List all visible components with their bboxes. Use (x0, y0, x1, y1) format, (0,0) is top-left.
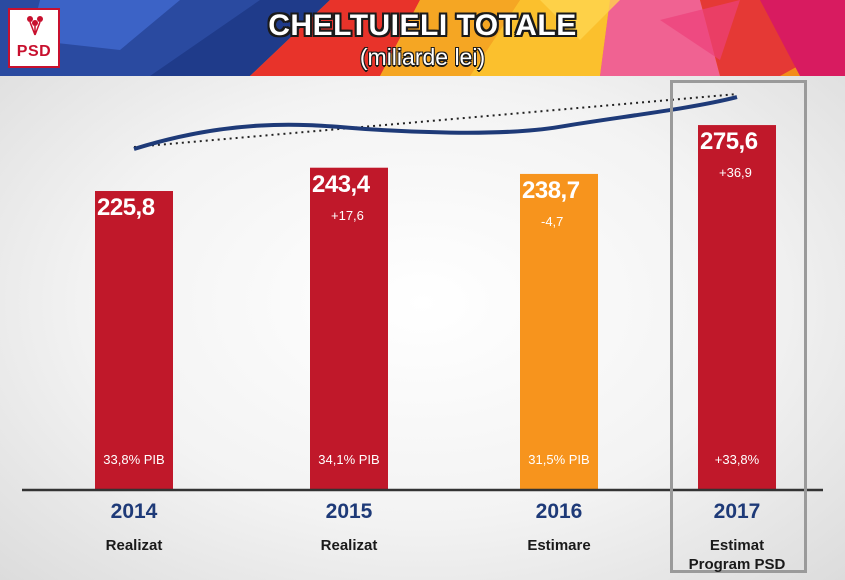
psd-logo: PSD (8, 8, 60, 68)
status-label-2014: Realizat (105, 537, 163, 554)
bar-2015 (310, 167, 388, 490)
bar-note-2015: 34,1% PIB (318, 452, 380, 467)
bar-value-2016: 238,7 (522, 176, 580, 204)
status-label-2015: Realizat (320, 537, 378, 554)
status-label-2017: Estimat (709, 537, 765, 554)
chart-subtitle: (miliarde lei) (359, 44, 486, 70)
roses-icon (27, 16, 43, 36)
bar-change-2015: +17,6 (331, 207, 364, 223)
status-label-2017-1: Program PSD (688, 556, 786, 573)
bar-change-2016: -4,7 (541, 213, 564, 229)
year-label-2017: 2017 (713, 500, 761, 523)
bar-value-2014: 225,8 (97, 194, 155, 221)
year-label-2014: 2014 (110, 500, 158, 523)
header-banner: PSD CHELTUIELI TOTALE (miliarde lei) (0, 0, 845, 76)
trend-curve (133, 95, 738, 151)
logo-text: PSD (16, 43, 52, 60)
dotted-trend-line (133, 93, 738, 149)
bar-note-2014: 33,8% PIB (103, 452, 165, 467)
bar-value-2015: 243,4 (312, 170, 370, 198)
year-label-2016: 2016 (535, 500, 583, 523)
bar-2016 (520, 173, 598, 490)
bar-2014 (95, 191, 173, 491)
bar-value-2017: 275,6 (700, 128, 758, 156)
bars-group (95, 125, 776, 491)
banner-background (0, 0, 845, 76)
highlight-2017-box (670, 80, 807, 573)
bar-2017 (698, 125, 776, 490)
chart-title: CHELTUIELI TOTALE (268, 9, 577, 42)
year-label-2015: 2015 (325, 500, 373, 523)
bar-change-2017: +36,9 (719, 165, 752, 181)
bar-note-2016: 31,5% PIB (528, 452, 590, 467)
status-label-2016: Estimare (527, 537, 591, 554)
bar-note-2017: +33,8% (714, 452, 760, 467)
